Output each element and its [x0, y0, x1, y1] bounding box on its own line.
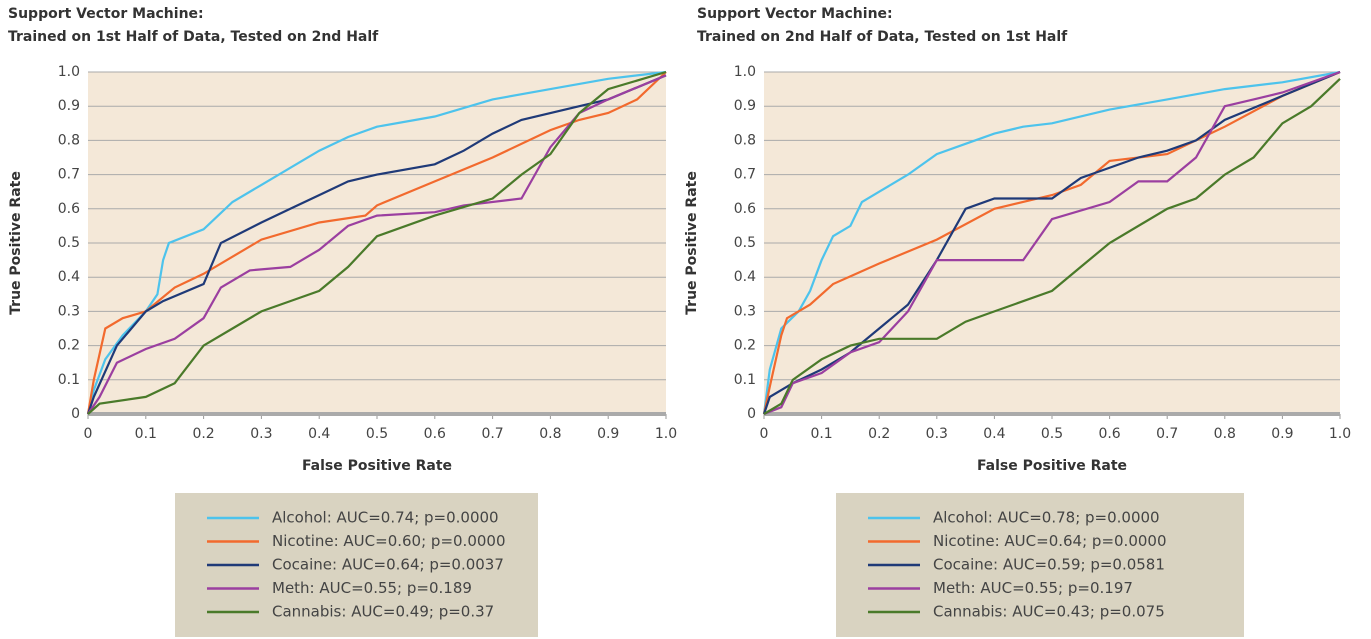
- x-tick-label: 0.2: [868, 426, 890, 442]
- y-tick-label: 0.3: [58, 303, 80, 319]
- legend-label: Cannabis: AUC=0.49; p=0.37: [272, 603, 494, 621]
- chart-title: Support Vector Machine:: [697, 6, 893, 22]
- y-tick-label: 0.4: [734, 269, 756, 285]
- roc-line: [87, 74, 667, 415]
- y-tick-label: 0.8: [58, 132, 80, 148]
- roc-line: [86, 71, 667, 415]
- y-tick-label: 1.0: [734, 64, 756, 80]
- roc-line: [87, 70, 667, 415]
- y-tick-label: 0.9: [58, 98, 80, 114]
- x-tick-label: 0.3: [250, 426, 272, 442]
- y-tick-label: 0: [747, 406, 756, 422]
- legend-label: Cannabis: AUC=0.43; p=0.075: [933, 603, 1165, 621]
- y-tick-label: 0.1: [734, 372, 756, 388]
- x-tick-label: 0.6: [1098, 426, 1120, 442]
- chart-subtitle: Trained on 1st Half of Data, Tested on 2…: [8, 29, 379, 45]
- y-tick-label: 0.7: [58, 167, 80, 183]
- y-axis-label: True Positive Rate: [8, 171, 24, 315]
- legend-label: Alcohol: AUC=0.78; p=0.0000: [933, 509, 1160, 527]
- x-tick-label: 0: [760, 426, 769, 442]
- y-tick-label: 1.0: [58, 64, 80, 80]
- x-tick-label: 1.0: [1329, 426, 1351, 442]
- y-tick-label: 0.8: [734, 132, 756, 148]
- y-tick-label: 0.7: [734, 167, 756, 183]
- roc-line: [763, 70, 1341, 416]
- x-tick-label: 0.5: [1041, 426, 1063, 442]
- legend-label: Meth: AUC=0.55; p=0.189: [272, 579, 472, 597]
- x-tick-label: 0.4: [308, 426, 330, 442]
- legend-label: Cocaine: AUC=0.59; p=0.0581: [933, 556, 1165, 574]
- chart-title: Support Vector Machine:: [8, 6, 204, 22]
- y-tick-label: 0.6: [734, 201, 756, 217]
- roc-line: [86, 74, 667, 415]
- x-tick-label: 0.5: [366, 426, 388, 442]
- x-tick-label: 0.1: [135, 426, 157, 442]
- legend-label: Alcohol: AUC=0.74; p=0.0000: [272, 509, 499, 527]
- y-tick-label: 0: [71, 406, 80, 422]
- x-tick-label: 0.4: [983, 426, 1005, 442]
- x-tick-label: 0.3: [926, 426, 948, 442]
- y-tick-label: 0.3: [734, 303, 756, 319]
- roc-line: [763, 78, 1341, 415]
- x-tick-label: 0.2: [192, 426, 214, 442]
- x-tick-label: 0.7: [1156, 426, 1178, 442]
- x-axis-label: False Positive Rate: [302, 458, 452, 474]
- y-tick-label: 0.4: [58, 269, 80, 285]
- roc-line: [86, 70, 667, 415]
- y-axis-label: True Positive Rate: [684, 171, 700, 315]
- y-tick-label: 0.5: [734, 235, 756, 251]
- y-tick-label: 0.9: [734, 98, 756, 114]
- x-tick-label: 0.1: [810, 426, 832, 442]
- y-tick-label: 0.5: [58, 235, 80, 251]
- chart-subtitle: Trained on 2nd Half of Data, Tested on 1…: [697, 29, 1068, 45]
- x-axis-label: False Positive Rate: [977, 458, 1127, 474]
- x-tick-label: 0.9: [597, 426, 619, 442]
- legend-label: Nicotine: AUC=0.64; p=0.0000: [933, 532, 1167, 550]
- y-tick-label: 0.1: [58, 372, 80, 388]
- legend-label: Cocaine: AUC=0.64; p=0.0037: [272, 556, 504, 574]
- x-tick-label: 0.9: [1271, 426, 1293, 442]
- y-tick-label: 0.6: [58, 201, 80, 217]
- roc-line: [762, 70, 1341, 415]
- legend-label: Meth: AUC=0.55; p=0.197: [933, 579, 1133, 597]
- y-tick-label: 0.2: [734, 338, 756, 354]
- x-tick-label: 0.6: [424, 426, 446, 442]
- legend-label: Nicotine: AUC=0.60; p=0.0000: [272, 532, 506, 550]
- x-tick-label: 0: [84, 426, 93, 442]
- x-tick-label: 0.8: [1214, 426, 1236, 442]
- x-tick-label: 0.7: [481, 426, 503, 442]
- x-tick-label: 1.0: [655, 426, 677, 442]
- x-tick-label: 0.8: [539, 426, 561, 442]
- roc-line: [762, 70, 1341, 415]
- y-tick-label: 0.2: [58, 338, 80, 354]
